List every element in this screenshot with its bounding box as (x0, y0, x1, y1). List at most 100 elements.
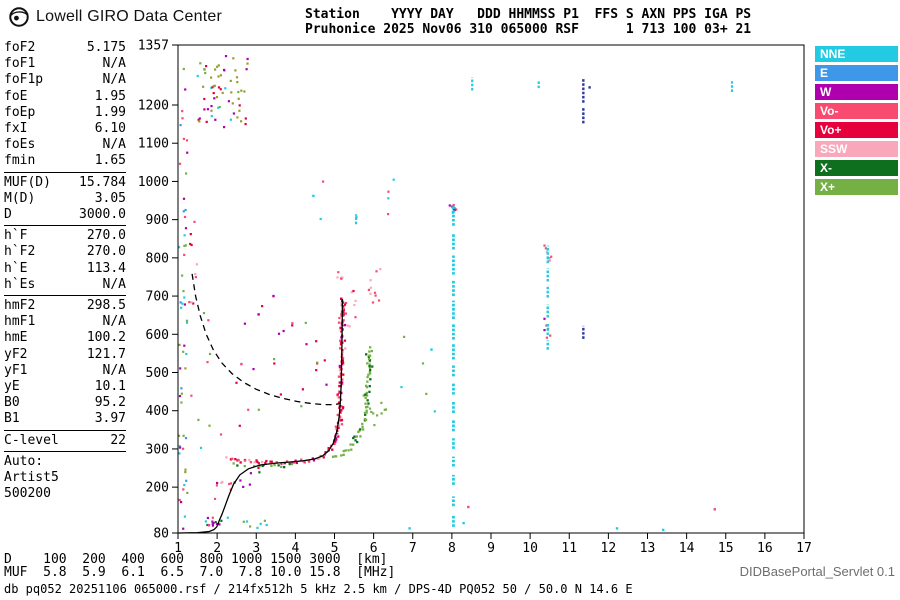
svg-text:1100: 1100 (138, 137, 169, 152)
param-label: foEp (4, 104, 36, 120)
param-value: 298.5 (86, 298, 126, 314)
legend-item-x: X+ (815, 179, 898, 195)
param-label: foF1p (4, 72, 44, 88)
param-value: 10.1 (94, 379, 126, 395)
svg-text:14: 14 (679, 541, 695, 556)
param-row-hmf2: hmF2 298.5 (4, 298, 126, 314)
brand-title: Lowell GIRO Data Center (36, 8, 223, 25)
param-label: hmF1 (4, 314, 36, 330)
legend-item-e: E (815, 65, 898, 81)
param-value: N/A (102, 56, 126, 72)
svg-text:7: 7 (409, 541, 417, 556)
doppler-legend: NNE E W Vo- Vo+ SSW X- X+ (815, 46, 898, 198)
legend-item-vo: Vo- (815, 103, 898, 119)
autoscaling-info-line: Artist5 (4, 470, 59, 486)
param-value: 113.4 (86, 260, 126, 276)
param-value: N/A (102, 276, 126, 292)
svg-text:17: 17 (796, 541, 812, 556)
legend-item-x: X- (815, 160, 898, 176)
svg-text:1357: 1357 (138, 39, 169, 54)
giro-logo[interactable]: Lowell GIRO Data Center (8, 6, 222, 28)
station-header: Station YYYY DAY DDD HHMMSS P1 FFS S AXN… (305, 7, 751, 37)
parameter-panel: foF2 5.175 foF1 N/A foF1p N/A foE 1.95 foEp 1.99 f… (4, 40, 126, 502)
param-row-foe: foE 1.95 (4, 89, 126, 105)
param-label: C-level (4, 432, 59, 448)
svg-text:13: 13 (640, 541, 656, 556)
station-header-labels: Station YYYY DAY DDD HHMMSS P1 FFS S AXN… (305, 7, 752, 22)
param-label: yF2 (4, 346, 28, 362)
param-value: 3000.0 (79, 207, 126, 223)
svg-text:12: 12 (601, 541, 617, 556)
param-label: h`E (4, 260, 28, 276)
param-value: 22 (110, 432, 126, 448)
param-group: h`F 270.0 h`F2 270.0 h`E 113.4 h`Es N/A (4, 225, 126, 293)
svg-text:500: 500 (146, 366, 169, 381)
param-label: h`F2 (4, 244, 36, 260)
legend-item-ssw: SSW (815, 141, 898, 157)
svg-text:2: 2 (213, 541, 221, 556)
svg-text:9: 9 (487, 541, 495, 556)
param-row-fxi: fxI 6.10 (4, 121, 126, 137)
param-label: h`Es (4, 276, 36, 292)
autoscaling-info-line: Auto: (4, 453, 44, 469)
param-label: foE (4, 88, 28, 104)
param-label: fmin (4, 153, 36, 169)
param-row-hf: h`F 270.0 (4, 228, 126, 244)
param-row-hes: h`Es N/A (4, 277, 126, 293)
legend-item-w: W (815, 84, 898, 100)
svg-text:5: 5 (331, 541, 339, 556)
param-row-he: h`E 113.4 (4, 261, 126, 277)
param-label: yE (4, 379, 20, 395)
param-row-fmin: fmin 1.65 (4, 153, 126, 169)
param-row-fof1p: foF1p N/A (4, 72, 126, 88)
param-label: hmF2 (4, 298, 36, 314)
param-value: 3.05 (94, 190, 126, 206)
giro-logo-icon (9, 7, 29, 27)
param-row-b0: B0 95.2 (4, 395, 126, 411)
param-value: 270.0 (86, 244, 126, 260)
svg-text:1200: 1200 (138, 98, 169, 113)
param-value: 95.2 (94, 395, 126, 411)
param-value: 270.0 (86, 228, 126, 244)
param-row-mufd: MUF(D) 15.784 (4, 175, 126, 191)
param-label: B1 (4, 411, 20, 427)
param-row-clevel: C-level 22 (4, 433, 126, 449)
param-value: N/A (102, 137, 126, 153)
param-label: hmE (4, 330, 28, 346)
measurement-info: db pq052 20251106 065000.rsf / 214fx512h… (4, 582, 633, 596)
param-row-yf1: yF1 N/A (4, 363, 126, 379)
param-value: 121.7 (86, 346, 126, 362)
svg-text:600: 600 (146, 328, 169, 343)
param-row-md: M(D) 3.05 (4, 191, 126, 207)
d-distance-row: D 100 200 400 600 800 1000 1500 3000 [km… (4, 552, 388, 567)
param-row-foes: foEs N/A (4, 137, 126, 153)
station-header-values: Pruhonice 2025 Nov06 310 065000 RSF 1 71… (305, 22, 752, 37)
param-group: foF2 5.175 foF1 N/A foF1p N/A foE 1.95 foEp 1.99 f… (4, 40, 126, 170)
param-label: yF1 (4, 362, 28, 378)
svg-text:10: 10 (522, 541, 538, 556)
svg-text:6: 6 (370, 541, 378, 556)
param-row-hme: hmE 100.2 (4, 330, 126, 346)
param-row-hmf1: hmF1 N/A (4, 314, 126, 330)
param-row-hf2: h`F2 270.0 (4, 244, 126, 260)
param-label: B0 (4, 395, 20, 411)
param-label: M(D) (4, 190, 36, 206)
svg-text:700: 700 (146, 290, 169, 305)
param-label: foF2 (4, 40, 36, 55)
param-label: h`F (4, 228, 28, 244)
legend-item-vo: Vo+ (815, 122, 898, 138)
param-row-fof2: foF2 5.175 (4, 40, 126, 56)
param-row-d: D 3000.0 (4, 207, 126, 223)
param-value: 1.95 (94, 88, 126, 104)
autoscaling-info-line: 500200 (4, 486, 51, 502)
param-row-b1: B1 3.97 (4, 411, 126, 427)
param-group: C-level 22 (4, 429, 126, 452)
param-row-ye: yE 10.1 (4, 379, 126, 395)
param-row-foep: foEp 1.99 (4, 105, 126, 121)
svg-text:900: 900 (146, 213, 169, 228)
svg-text:8: 8 (448, 541, 456, 556)
svg-text:3: 3 (252, 541, 260, 556)
svg-text:1000: 1000 (138, 175, 169, 190)
